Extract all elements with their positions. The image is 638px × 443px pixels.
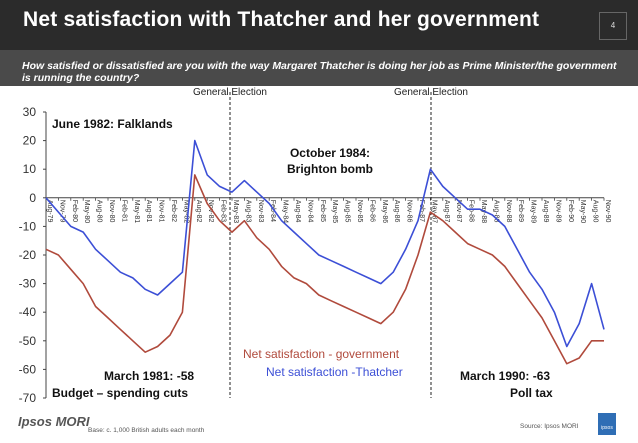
y-tick-label: 30 [23, 105, 37, 119]
legend-entry: Net satisfaction - government [243, 347, 400, 361]
chart-legend: Net satisfaction - government Net satisfa… [243, 347, 403, 379]
election-label: General Election [394, 87, 468, 98]
x-tick-label: Feb-86 [368, 200, 375, 222]
x-tick-label: Aug-85 [344, 200, 351, 223]
x-tick-label: Aug-88 [492, 200, 499, 223]
x-tick-label: Feb-83 [220, 200, 227, 222]
y-tick-label: 0 [29, 191, 36, 205]
x-tick-label: Feb-85 [319, 200, 326, 222]
x-tick-label: Feb-90 [567, 200, 574, 222]
x-tick-label: May-87 [430, 200, 437, 223]
y-tick-label: -30 [19, 277, 37, 291]
x-tick-label: May-89 [530, 200, 537, 223]
y-tick-label: -70 [19, 391, 37, 405]
x-tick-label: Nov-90 [604, 200, 611, 223]
y-tick-label: 10 [23, 162, 37, 176]
x-tick-label: Feb-82 [170, 200, 177, 222]
x-tick-label: Nov-83 [257, 200, 264, 223]
page-number: 4 [599, 12, 627, 40]
slide-title: Net satisfaction with Thatcher and her g… [23, 8, 540, 31]
x-tick-label: Aug-84 [294, 200, 301, 223]
thatcher-series-line [45, 139, 605, 348]
series-lines [45, 139, 605, 365]
x-tick-label: Nov-85 [356, 200, 363, 223]
x-tick-label: Aug-89 [542, 200, 549, 223]
annotation-text: Budget – spending cuts [52, 386, 188, 400]
x-tick-label: May-85 [331, 200, 338, 223]
annotation-text: Brighton bomb [287, 162, 373, 176]
y-tick-label: -50 [19, 334, 37, 348]
x-tick-label: Aug-90 [592, 200, 599, 223]
y-tick-label: 20 [23, 134, 37, 148]
election-label: General Election [193, 87, 267, 98]
x-tick-label: May-82 [182, 200, 189, 223]
x-tick-label: May-81 [133, 200, 140, 223]
x-tick-label: May-83 [232, 200, 239, 223]
x-tick-label: Aug-87 [443, 200, 450, 223]
x-tick-label: Nov-81 [158, 200, 165, 223]
x-tick-label: Aug-81 [145, 200, 152, 223]
x-tick-label: Nov-88 [505, 200, 512, 223]
x-tick-label: Nov-86 [406, 200, 413, 223]
x-tick-label: Aug-79 [46, 200, 53, 223]
x-tick-label: Feb-87 [418, 200, 425, 222]
y-tick-label: -60 [19, 362, 37, 376]
x-tick-label: Aug-86 [393, 200, 400, 223]
x-tick-label: May-86 [381, 200, 388, 223]
annotation-text: Poll tax [510, 386, 553, 400]
y-axis-ticks: 30 20 10 0 -10 -20 -30 -40 -50 -60 -70 [19, 105, 46, 405]
chart-annotations: June 1982: Falklands October 1984: Brighto… [52, 117, 553, 400]
x-tick-label: Feb-84 [269, 200, 276, 222]
satisfaction-chart: 30 20 10 0 -10 -20 -30 -40 -50 -60 -70 Aug-79 Nov-7… [19, 87, 611, 405]
base-note: Base: c. 1,000 British adults each month [88, 427, 205, 434]
slide-header: Net satisfaction with Thatcher and her g… [0, 0, 638, 50]
x-tick-label: Feb-81 [120, 200, 127, 222]
ipsos-mori-logo: Ipsos MORI [18, 414, 90, 429]
annotation-text: March 1990: -63 [460, 369, 550, 383]
election-markers: General Election General Election [193, 87, 468, 398]
legend-entry: Net satisfaction -Thatcher [266, 365, 403, 379]
x-tick-label: Nov-80 [108, 200, 115, 223]
x-tick-label: Aug-82 [195, 200, 202, 223]
source-note: Source: Ipsos MORI [520, 423, 579, 430]
government-series-line [45, 174, 604, 365]
x-tick-label: Nov-87 [455, 200, 462, 223]
x-tick-label: Nov-89 [554, 200, 561, 223]
x-tick-label: Nov-82 [207, 200, 214, 223]
annotation-text: October 1984: [290, 146, 370, 160]
y-tick-label: -40 [19, 305, 37, 319]
annotation-text: March 1981: -58 [104, 369, 194, 383]
x-tick-label: May-84 [282, 200, 289, 223]
y-tick-label: -10 [19, 219, 37, 233]
x-tick-label: Feb-89 [517, 200, 524, 222]
x-tick-label: Aug-80 [96, 200, 103, 223]
x-tick-label: May-90 [579, 200, 586, 223]
question-band: How satisfied or dissatisfied are you wi… [0, 50, 638, 86]
x-tick-label: Feb-80 [71, 200, 78, 222]
survey-question: How satisfied or dissatisfied are you wi… [22, 60, 617, 84]
ipsos-mark-icon: ipsos [598, 413, 616, 435]
x-tick-label: Aug-83 [244, 200, 251, 223]
annotation-text: June 1982: Falklands [52, 117, 173, 131]
x-tick-label: Nov-84 [306, 200, 313, 223]
x-tick-label: May-80 [83, 200, 90, 223]
x-tick-label: Nov-79 [58, 200, 65, 223]
x-axis-tick-labels: Aug-79 Nov-79 Feb-80 May-80 Aug-80 Nov-80 Feb-… [45, 197, 611, 223]
y-tick-label: -20 [19, 248, 37, 262]
x-tick-label: Feb-88 [468, 200, 475, 222]
